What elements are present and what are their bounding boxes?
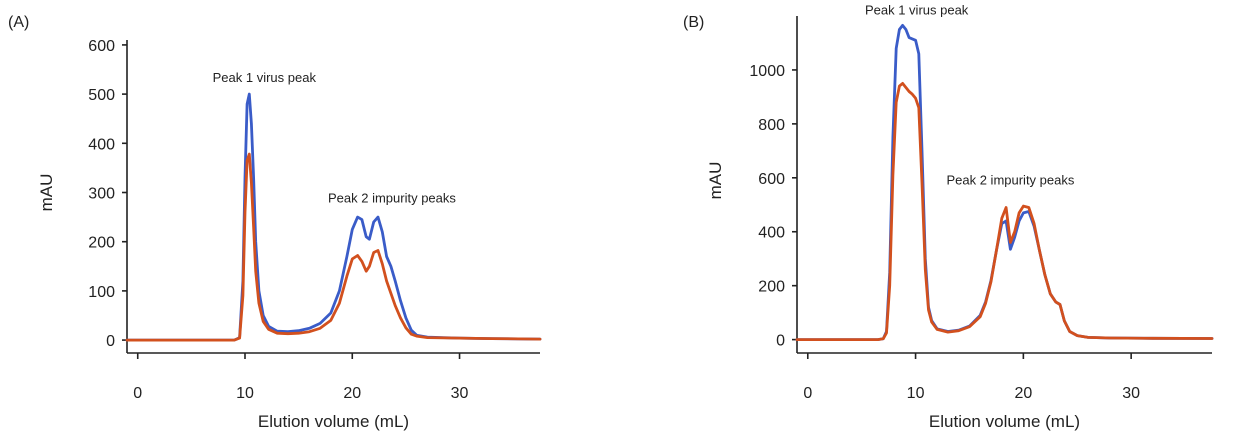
y-tick-label: 400 xyxy=(88,136,115,153)
y-tick-label: 300 xyxy=(88,186,115,203)
x-axis-label: Elution volume (mL) xyxy=(258,412,409,431)
y-tick-label: 100 xyxy=(88,284,115,301)
series-line-orange xyxy=(125,152,542,342)
y-tick-label: 0 xyxy=(776,333,785,350)
x-tick-label: 10 xyxy=(236,385,254,402)
y-axis-label: mAU xyxy=(37,174,56,212)
y-tick-label: 500 xyxy=(88,87,115,104)
y-axis-label: mAU xyxy=(706,162,725,200)
x-tick-label: 0 xyxy=(133,385,142,402)
y-tick-label: 400 xyxy=(758,225,785,242)
x-tick-label: 30 xyxy=(451,385,469,402)
panel-label: (B) xyxy=(683,14,704,31)
annotation-label: Peak 2 impurity peaks xyxy=(946,173,1074,188)
x-tick-label: 30 xyxy=(1122,385,1140,402)
series-line-orange xyxy=(795,82,1214,342)
y-tick-label: 1000 xyxy=(749,63,785,80)
y-tick-label: 200 xyxy=(758,279,785,296)
y-tick-label: 800 xyxy=(758,117,785,134)
annotation-label: Peak 2 impurity peaks xyxy=(328,190,456,205)
x-tick-label: 10 xyxy=(907,385,925,402)
y-tick-label: 200 xyxy=(88,235,115,252)
panel-b-chart: (B) 0 200 400 600 800 1000 0 10 20 30 Elution volum… xyxy=(683,3,1214,431)
x-tick-label: 20 xyxy=(343,385,361,402)
x-tick-label: 0 xyxy=(803,385,812,402)
annotation-label: Peak 1 virus peak xyxy=(865,3,969,18)
y-tick-label: 0 xyxy=(106,333,115,350)
panel-a-chart: (A) 0 100 200 300 400 500 600 0 10 20 30 Elution vol… xyxy=(8,14,542,431)
y-tick-label: 600 xyxy=(758,171,785,188)
y-tick-label: 600 xyxy=(88,38,115,55)
annotation-label: Peak 1 virus peak xyxy=(213,70,317,85)
series-line-blue xyxy=(125,92,542,342)
x-tick-label: 20 xyxy=(1014,385,1032,402)
panel-label: (A) xyxy=(8,14,29,31)
x-axis-label: Elution volume (mL) xyxy=(929,412,1080,431)
